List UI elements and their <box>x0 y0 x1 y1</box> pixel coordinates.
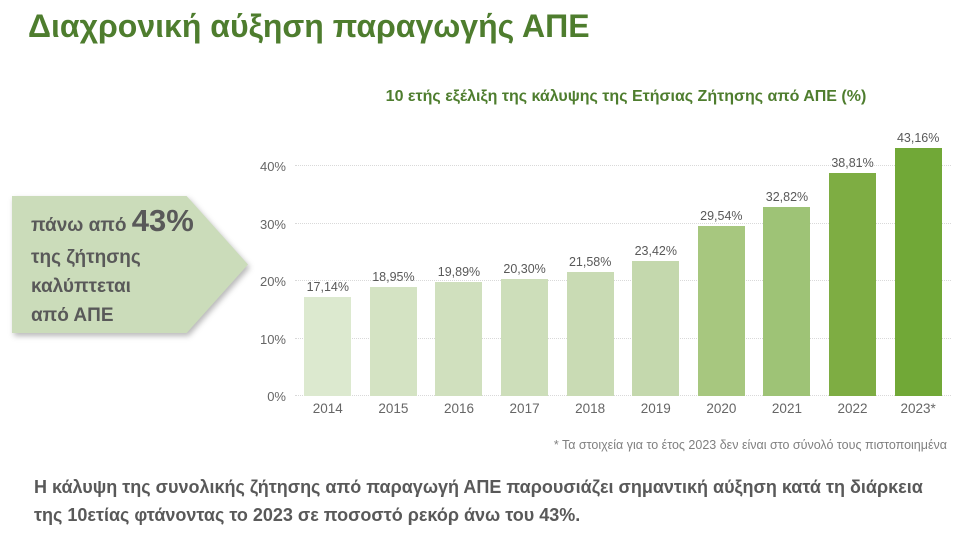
summary-text: Η κάλυψη της συνολικής ζήτησης από παραγ… <box>34 477 923 525</box>
bar-value-label: 43,16% <box>896 130 940 145</box>
bar-column: 29,54% <box>689 209 755 396</box>
y-axis-tick-label: 20% <box>259 274 286 289</box>
bar-column: 23,42% <box>623 244 689 396</box>
x-axis-label: 2023* <box>900 401 936 416</box>
bar-value-label: 29,54% <box>700 209 743 224</box>
x-axis-label: 2018 <box>575 401 606 416</box>
bar-column: 32,82% <box>754 190 820 396</box>
x-axis-label: 2014 <box>312 401 343 416</box>
bar[interactable] <box>566 271 614 396</box>
bar-column: 18,95% <box>361 270 427 396</box>
x-axis-label: 2020 <box>706 401 737 416</box>
callout-line-4: από ΑΠΕ <box>31 305 114 326</box>
x-axis-label: 2016 <box>443 401 474 416</box>
gridline <box>295 222 951 224</box>
bar-column: 38,81% <box>820 156 886 396</box>
callout-line-1: πάνω από 43% <box>31 204 248 243</box>
page-title: Διαχρονική αύξηση παραγωγής ΑΠΕ <box>28 8 590 44</box>
x-axis-label: 2019 <box>640 401 671 416</box>
x-axis-label: 2015 <box>378 401 409 416</box>
bar[interactable] <box>304 297 352 396</box>
gridline <box>295 395 951 396</box>
gridline <box>295 280 951 281</box>
bar[interactable] <box>763 207 811 396</box>
callout-arrow: πάνω από 43% της ζήτησης καλύπτεται από … <box>12 196 248 333</box>
x-axis-label: 2017 <box>509 401 540 416</box>
bar[interactable] <box>894 147 942 396</box>
chart-title: 10 ετής εξέλιξη της κάλυψης της Ετήσιας … <box>385 88 867 105</box>
bar-value-label: 19,89% <box>437 264 481 279</box>
bar-value-label: 20,30% <box>503 262 546 277</box>
bar[interactable] <box>369 287 417 396</box>
bar-value-label: 38,81% <box>831 155 874 170</box>
bar[interactable] <box>435 281 483 396</box>
callout-highlight: 43% <box>131 203 194 238</box>
bar-value-label: 18,95% <box>372 270 415 285</box>
bars-row: 17,14% 18,95% 19,89% 20,30% 21,58% 23,42% 29,5… <box>295 130 951 396</box>
bar[interactable] <box>829 172 877 396</box>
bar[interactable] <box>501 279 549 396</box>
x-axis-label: 2021 <box>771 401 802 416</box>
chart-footnote: * Τα στοιχεία για το έτος 2023 δεν είναι… <box>553 438 947 452</box>
callout-prefix: πάνω από <box>31 215 127 236</box>
x-axis: 2014 2015 2016 2017 2018 2019 2020 2021 2022 2023… <box>295 401 951 416</box>
x-axis-label: 2022 <box>837 401 868 416</box>
bar-column: 19,89% <box>426 265 492 396</box>
callout-line-2: της ζήτησης <box>31 247 141 268</box>
bar[interactable] <box>632 261 680 396</box>
y-axis-tick-label: 40% <box>259 159 286 174</box>
gridline <box>295 165 951 166</box>
y-axis-tick-label: 30% <box>259 216 286 232</box>
y-axis-tick-label: 0% <box>267 389 286 404</box>
bar-column: 17,14% <box>295 280 361 396</box>
callout-line-3: καλύπτεται <box>31 276 131 297</box>
bar-value-label: 32,82% <box>765 190 809 205</box>
gridline <box>295 337 951 339</box>
bar[interactable] <box>697 226 745 396</box>
y-axis-tick-label: 10% <box>259 331 286 347</box>
bar-value-label: 17,14% <box>306 280 349 295</box>
bar-chart: 10 ετής εξέλιξη της κάλυψης της Ετήσιας … <box>250 88 957 468</box>
plot-area: 0% 10% 20% 30% 40% 17,14% 18,95% 19,89% 20,30% 21… <box>260 130 951 404</box>
bar-column: 43,16% <box>885 131 951 396</box>
bar-column: 20,30% <box>492 262 558 396</box>
bar-value-label: 21,58% <box>568 254 612 269</box>
bar-column: 21,58% <box>557 255 623 396</box>
bar-value-label: 23,42% <box>634 244 677 259</box>
callout-arrow-shape: πάνω από 43% της ζήτησης καλύπτεται από … <box>12 196 248 333</box>
